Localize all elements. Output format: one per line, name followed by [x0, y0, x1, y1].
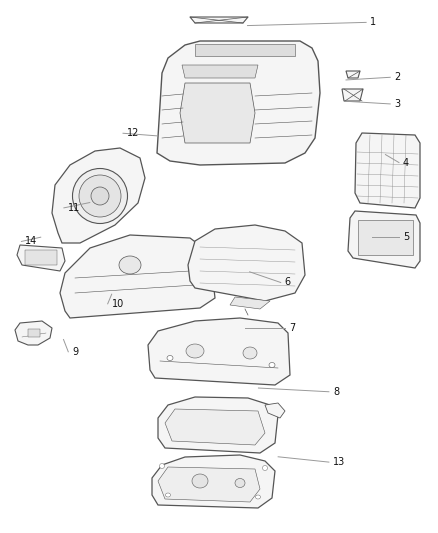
Text: 13: 13 — [333, 457, 345, 467]
Ellipse shape — [167, 356, 173, 360]
Polygon shape — [158, 467, 260, 502]
Text: 9: 9 — [72, 347, 78, 357]
Polygon shape — [158, 397, 278, 453]
Text: 8: 8 — [333, 387, 339, 397]
Ellipse shape — [73, 168, 127, 223]
Polygon shape — [148, 318, 290, 385]
Bar — [358, 220, 413, 255]
Ellipse shape — [269, 362, 275, 367]
Polygon shape — [182, 65, 258, 78]
Polygon shape — [188, 225, 305, 301]
Ellipse shape — [166, 493, 170, 497]
Bar — [25, 250, 57, 265]
Polygon shape — [180, 83, 255, 143]
Polygon shape — [157, 41, 320, 165]
Ellipse shape — [243, 347, 257, 359]
Text: 1: 1 — [370, 18, 376, 27]
Polygon shape — [355, 133, 420, 208]
Ellipse shape — [235, 479, 245, 488]
Ellipse shape — [192, 474, 208, 488]
Ellipse shape — [255, 495, 261, 499]
Polygon shape — [230, 297, 270, 309]
Polygon shape — [265, 403, 285, 418]
Polygon shape — [348, 211, 420, 268]
Text: 5: 5 — [403, 232, 409, 242]
Text: 4: 4 — [403, 158, 409, 167]
Bar — [28, 329, 40, 337]
Ellipse shape — [119, 256, 141, 274]
Polygon shape — [60, 235, 215, 318]
Polygon shape — [15, 321, 52, 345]
Text: 2: 2 — [394, 72, 400, 82]
Text: 6: 6 — [285, 278, 291, 287]
Polygon shape — [17, 245, 65, 271]
Polygon shape — [52, 148, 145, 243]
Text: 10: 10 — [112, 299, 124, 309]
Ellipse shape — [91, 187, 109, 205]
Polygon shape — [342, 89, 363, 101]
Text: 12: 12 — [127, 128, 139, 138]
Polygon shape — [165, 409, 265, 445]
Ellipse shape — [79, 175, 121, 217]
Bar — [195, 44, 295, 56]
Text: 7: 7 — [289, 323, 295, 333]
Ellipse shape — [186, 344, 204, 358]
Ellipse shape — [159, 464, 165, 469]
Polygon shape — [190, 17, 248, 23]
Text: 3: 3 — [394, 99, 400, 109]
Polygon shape — [346, 71, 360, 78]
Polygon shape — [152, 455, 275, 508]
Ellipse shape — [262, 465, 268, 471]
Text: 14: 14 — [25, 237, 38, 246]
Text: 11: 11 — [68, 203, 80, 213]
